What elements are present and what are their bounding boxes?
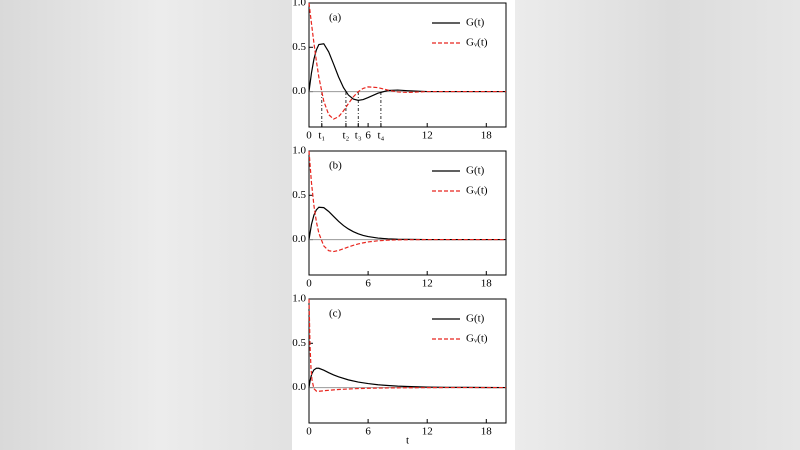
- x-tick-label: 0: [306, 130, 312, 142]
- x-tick-label: 18: [481, 130, 493, 142]
- y-tick-label: 0.5: [292, 337, 306, 349]
- y-tick-label: 0.0: [292, 233, 306, 245]
- x-axis-label: t: [406, 435, 409, 447]
- x-tick-label: 0: [306, 278, 312, 290]
- x-tick-label: 12: [422, 130, 433, 142]
- figure-background: [292, 0, 515, 450]
- x-tick-label: 18: [481, 278, 493, 290]
- y-tick-label: 0.5: [292, 41, 306, 53]
- x-tick-label: t₃: [355, 130, 362, 142]
- legend-label: Gᵥ(t): [466, 37, 488, 49]
- series-line: [308, 298, 506, 392]
- x-tick-label: 6: [365, 426, 371, 438]
- panel-label: (c): [329, 308, 342, 320]
- y-tick-label: 0.0: [292, 381, 306, 393]
- x-tick-label: 6: [365, 130, 371, 142]
- legend-label: Gᵥ(t): [466, 185, 488, 197]
- y-tick-label: 1.0: [292, 145, 306, 157]
- legend-label: G(t): [466, 313, 485, 325]
- x-tick-label: 0: [306, 426, 312, 438]
- y-tick-label: 1.0: [292, 293, 306, 305]
- x-tick-label: t₁: [318, 130, 325, 142]
- legend-label: G(t): [466, 17, 485, 29]
- x-tick-label: 18: [481, 426, 493, 438]
- y-tick-label: 0.0: [292, 85, 306, 97]
- panel-label: (b): [329, 160, 342, 172]
- x-tick-label: t₂: [342, 130, 349, 142]
- x-tick-label: 6: [365, 278, 371, 290]
- y-tick-label: 1.0: [292, 0, 306, 9]
- legend-label: Gᵥ(t): [466, 333, 488, 345]
- y-tick-label: 0.5: [292, 189, 306, 201]
- legend-label: G(t): [466, 165, 485, 177]
- plot-frame: [308, 2, 507, 128]
- panel-label: (a): [329, 12, 342, 24]
- x-tick-label: t₄: [377, 130, 384, 142]
- x-tick-label: 12: [422, 426, 433, 438]
- series-line: [308, 2, 506, 120]
- plot-frame: [308, 150, 507, 276]
- x-tick-label: 12: [422, 278, 433, 290]
- plot-frame: [308, 298, 507, 424]
- series-line: [308, 150, 506, 253]
